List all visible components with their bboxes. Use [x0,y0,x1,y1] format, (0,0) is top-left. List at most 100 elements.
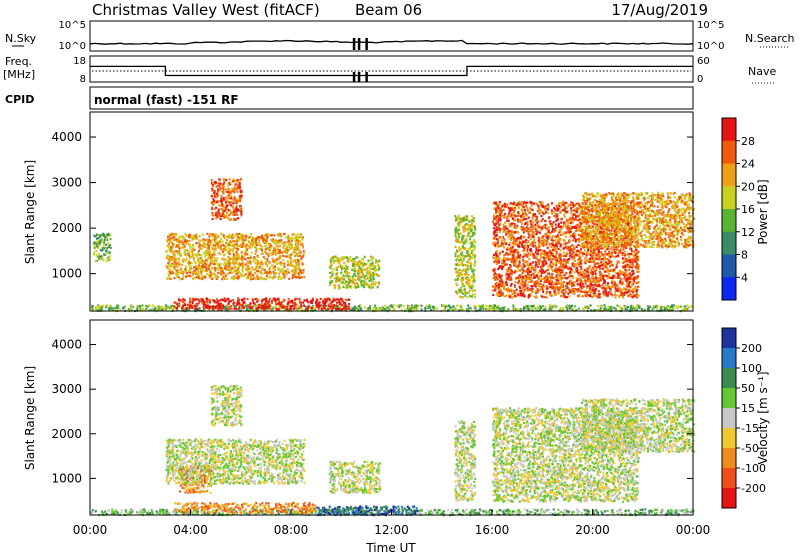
echo-cell [191,297,194,300]
echo-cell [221,240,224,243]
echo-cell [466,268,469,271]
echo-cell [287,300,290,304]
echo-cell [361,261,364,264]
echo-cell [301,263,304,266]
echo-cell [171,264,174,267]
echo-cell [227,242,230,245]
echo-cell [235,253,238,256]
echo-cell [377,274,380,277]
echo-cell [187,235,190,238]
echo-cell [368,263,371,266]
echo-cell [184,254,187,257]
echo-cell [568,307,571,310]
echo-cell [240,264,243,267]
echo-cell [503,216,506,219]
echo-cell [205,263,208,266]
echo-cell [457,291,459,294]
echo-cell [629,265,631,268]
echo-cell [357,270,360,273]
echo-cell [355,269,358,272]
echo-cell [235,307,238,311]
echo-cell [361,272,364,275]
echo-cell [231,233,234,236]
echo-cell [214,211,217,214]
echo-cell [159,308,162,311]
echo-cell [526,304,529,308]
echo-cell [359,307,362,310]
echo-cell [219,204,222,207]
echo-cell [237,275,240,278]
echo-cell [209,274,212,278]
echo-cell [206,259,209,262]
echo-cell [473,246,476,249]
echo-cell [468,220,471,223]
echo-cell [269,270,272,274]
echo-cell [367,273,370,276]
echo-cell [228,300,231,303]
echo-cell [492,289,495,292]
echo-cell [232,210,235,213]
echo-cell [237,277,240,280]
echo-cell [671,308,674,311]
echo-cell [219,200,222,203]
echo-cell [464,247,467,250]
echo-cell [232,213,234,216]
echo-cell [193,261,196,264]
echo-cell [175,274,178,277]
echo-cell [169,257,172,260]
echo-cell [212,214,215,217]
echo-cell [566,305,569,308]
echo-cell [466,308,469,311]
echo-cell [301,256,304,259]
echo-cell [575,263,578,266]
echo-cell [102,240,104,243]
echo-cell [372,276,375,279]
echo-cell [328,266,331,269]
echo-cell [352,263,355,266]
echo-cell [240,205,242,208]
echo-cell [226,235,228,238]
echo-cell [241,245,243,248]
echo-cell [189,245,192,248]
echo-cell [282,276,285,279]
echo-cell [272,307,275,310]
echo-cell [296,304,299,307]
echo-cell [461,251,464,254]
echo-cell [173,250,176,253]
echo-cell [461,259,464,262]
echo-cell [447,305,450,308]
echo-cell [252,239,255,242]
echo-cell [296,309,298,312]
echo-cell [243,240,246,243]
echo-cell [236,234,239,237]
echo-cell [355,286,358,289]
echo-cell [211,258,213,262]
echo-cell [235,247,238,250]
echo-cell [396,305,399,308]
echo-cell [251,273,254,277]
echo-cell [225,308,228,311]
echo-cell [337,261,340,264]
echo-cell [106,246,109,250]
echo-cell [164,305,167,308]
echo-cell [205,269,208,272]
echo-cell [240,273,243,276]
echo-cell [474,226,476,229]
echo-cell [218,246,221,249]
echo-cell [470,243,473,246]
echo-cell [370,258,373,261]
echo-cell [285,272,288,275]
echo-cell [331,280,334,283]
echo-cell [209,233,212,236]
echo-cell [360,271,363,274]
echo-cell [305,307,308,311]
echo-cell [206,299,209,302]
echo-cell [103,234,106,237]
echo-cell [169,260,172,263]
echo-cell [122,307,124,310]
echo-cell [98,309,101,312]
echo-cell [183,243,185,246]
echo-cell [600,305,603,308]
echo-cell [237,300,239,303]
echo-cell [257,242,260,245]
